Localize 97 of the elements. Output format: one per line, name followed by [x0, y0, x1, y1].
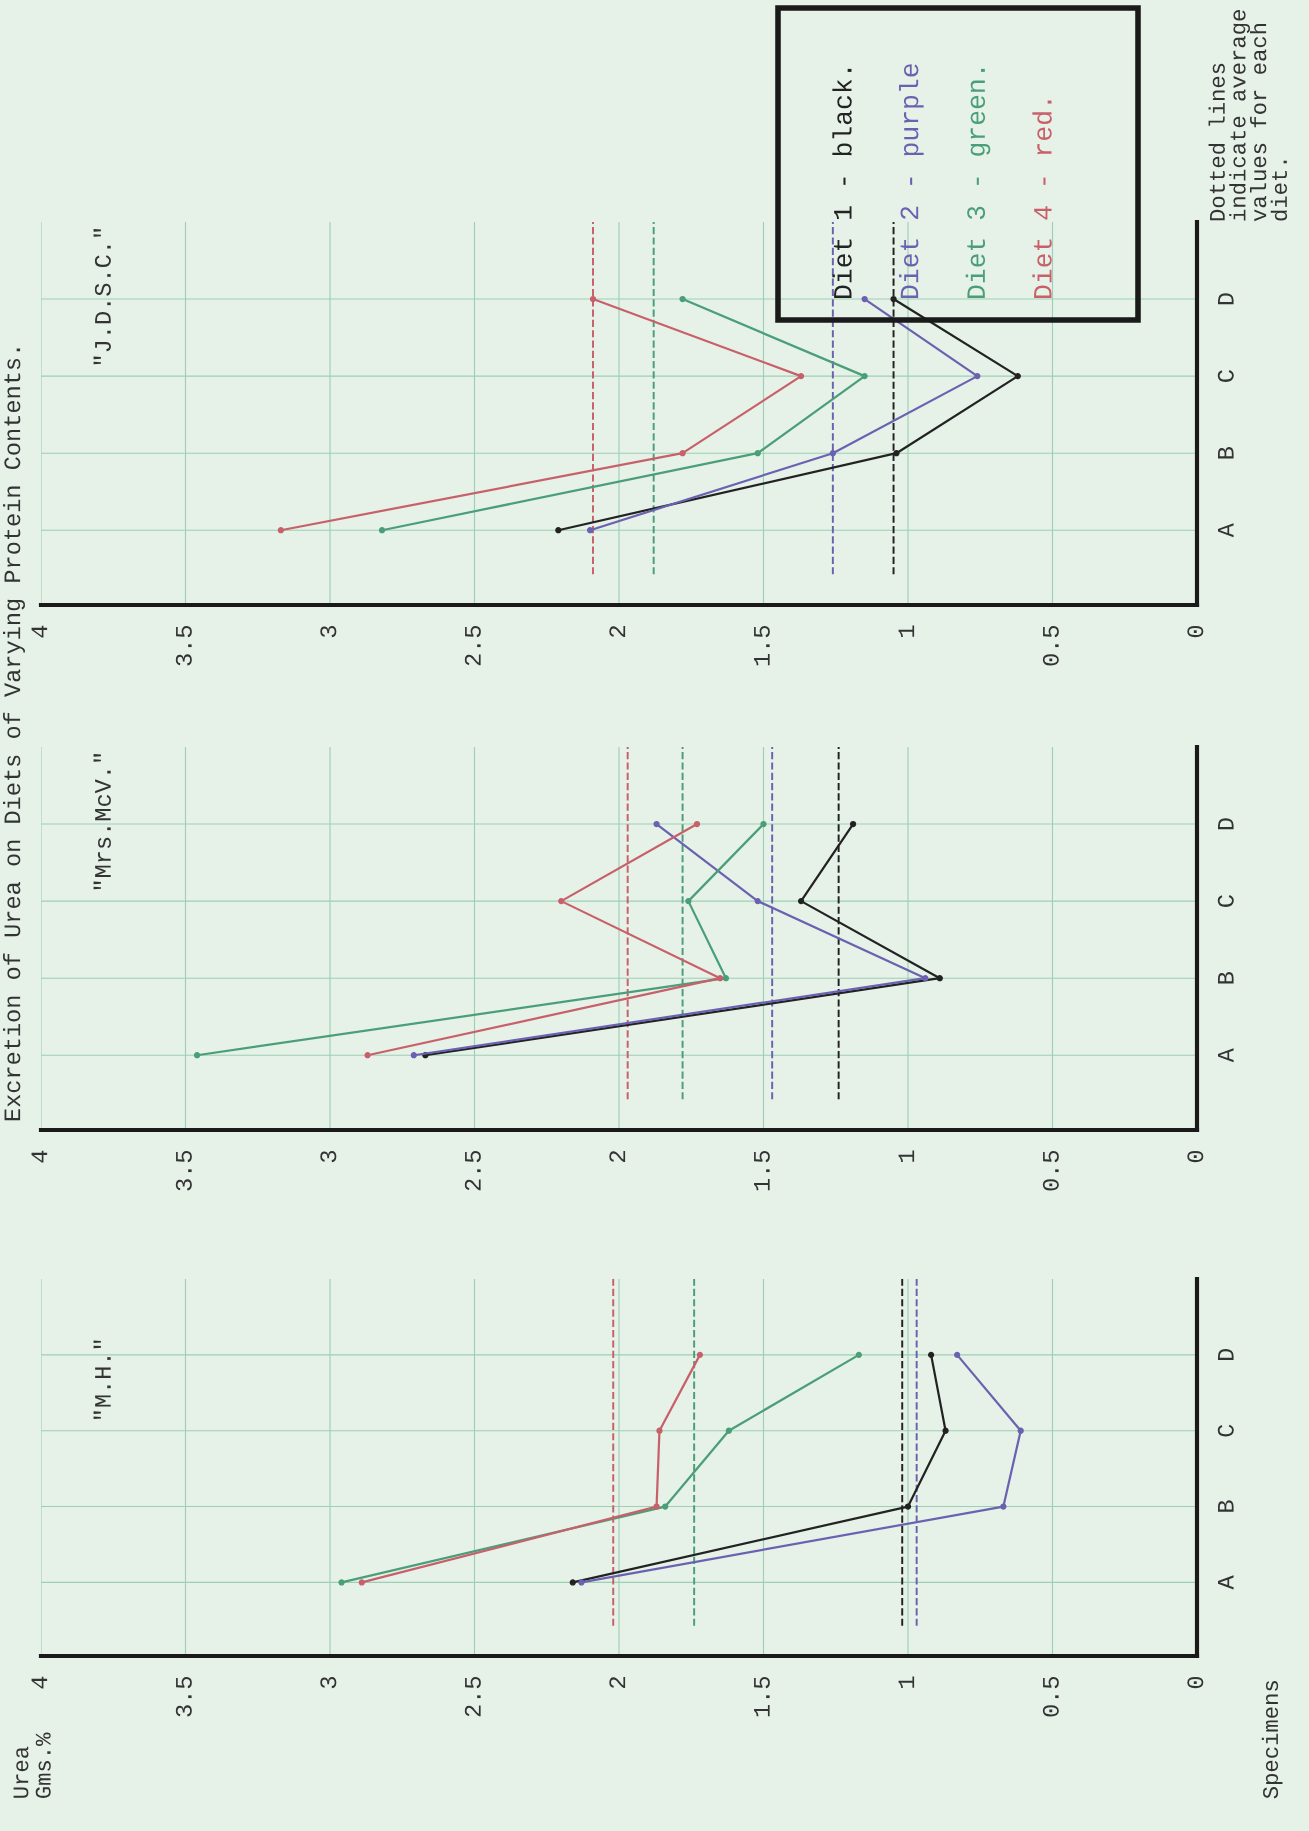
point — [653, 1503, 660, 1510]
y-tick-label: B — [1218, 971, 1234, 984]
text: "Mrs.McV." — [93, 754, 111, 890]
y-tick-label: A — [1218, 1048, 1234, 1063]
y-axis-title: Specimens — [1261, 1681, 1283, 1799]
x-tick-label: 1.5 — [754, 1676, 770, 1717]
x-tick-label: 4 — [31, 1676, 48, 1689]
x-tick-label: 0.5 — [1042, 1676, 1059, 1717]
y-tick-label: D — [1218, 293, 1234, 305]
point — [861, 295, 868, 303]
point — [586, 527, 594, 534]
x-tick-label: 4 — [31, 625, 48, 638]
point — [555, 527, 562, 534]
point — [725, 1427, 732, 1434]
text: "M.H." — [93, 1340, 111, 1420]
point — [797, 897, 805, 905]
y-tick-label: A — [1218, 1575, 1234, 1590]
x-tick-label: 1.5 — [754, 1150, 770, 1191]
y-tick-label: C — [1217, 370, 1234, 382]
x-tick-label: 2 — [609, 1151, 626, 1162]
text: Diet 3 - green. — [965, 68, 991, 298]
point — [1014, 372, 1021, 380]
text: Diet 2 - purple — [899, 64, 924, 298]
x-tick-label: 0 — [1187, 1150, 1204, 1163]
point — [855, 1351, 862, 1358]
text: Excretion of Urea on Diets of Varying Protein Contents. — [3, 348, 25, 1121]
y-tick-label: C — [1217, 895, 1234, 907]
x-tick-label: 0.5 — [1042, 625, 1059, 666]
x-tick-label: 3.5 — [175, 1150, 192, 1191]
point — [1017, 1427, 1024, 1434]
point — [358, 1579, 365, 1586]
point — [754, 897, 761, 905]
point — [890, 295, 897, 303]
point — [410, 1052, 417, 1059]
x-tick-label: 2 — [609, 626, 626, 637]
x-tick-label: 4 — [31, 1150, 48, 1163]
point — [569, 1579, 576, 1586]
point — [754, 450, 761, 457]
point — [722, 975, 730, 982]
y-tick-label: B — [1218, 1500, 1234, 1512]
x-tick-label: 3 — [320, 1676, 337, 1689]
x-tick-label: 2.5 — [464, 1676, 481, 1717]
point — [849, 820, 857, 828]
x-tick-label: 2 — [609, 1677, 626, 1688]
x-tick-label: 3 — [320, 625, 337, 638]
x-tick-label: 3.5 — [175, 625, 192, 666]
x-tick-label: 2.5 — [464, 1150, 481, 1191]
point — [656, 1427, 663, 1434]
x-tick-label: 1 — [898, 625, 915, 637]
point — [277, 527, 284, 534]
point — [685, 897, 692, 905]
point — [338, 1579, 345, 1586]
point — [662, 1503, 669, 1510]
x-tick-label: 0 — [1187, 625, 1204, 638]
point — [927, 1351, 935, 1358]
point — [693, 820, 701, 828]
point — [829, 450, 836, 457]
point — [589, 295, 597, 303]
point — [558, 897, 565, 905]
point — [904, 1503, 912, 1510]
point — [936, 975, 943, 982]
point — [696, 1351, 704, 1358]
point — [760, 820, 767, 828]
point — [893, 450, 900, 457]
x-tick-label: 2.5 — [464, 625, 481, 666]
point — [653, 820, 660, 828]
point — [378, 527, 386, 534]
point — [942, 1427, 949, 1434]
x-tick-label: 3 — [320, 1150, 337, 1163]
text: Urea Gms.% — [13, 1732, 51, 1799]
point — [679, 295, 686, 303]
point — [1000, 1503, 1007, 1510]
y-tick-label: D — [1218, 818, 1234, 830]
point — [797, 372, 805, 380]
y-tick-label: B — [1218, 446, 1234, 459]
x-tick-label: 3.5 — [175, 1676, 192, 1717]
point — [717, 975, 724, 982]
text: "J.D.S.C." — [93, 229, 111, 365]
y-tick-label: D — [1218, 1348, 1234, 1361]
x-tick-label: 1 — [898, 1676, 915, 1688]
point — [364, 1052, 371, 1059]
point — [679, 450, 686, 457]
point — [578, 1579, 585, 1586]
text: Diet 1 - black. — [832, 68, 852, 298]
point — [974, 372, 981, 380]
x-tick-label: 1 — [898, 1150, 915, 1162]
point — [193, 1052, 201, 1059]
point — [861, 372, 868, 380]
text: Diet 4 - red. — [1032, 100, 1052, 298]
x-tick-label: 0.5 — [1042, 1150, 1059, 1191]
point — [922, 975, 929, 982]
y-tick-label: A — [1218, 523, 1234, 538]
x-tick-label: 0 — [1187, 1676, 1204, 1689]
text: Dotted lines indicate average values for each diet. — [1208, 10, 1288, 222]
point — [954, 1351, 961, 1358]
x-tick-label: 1.5 — [754, 625, 770, 666]
y-tick-label: C — [1217, 1424, 1234, 1437]
